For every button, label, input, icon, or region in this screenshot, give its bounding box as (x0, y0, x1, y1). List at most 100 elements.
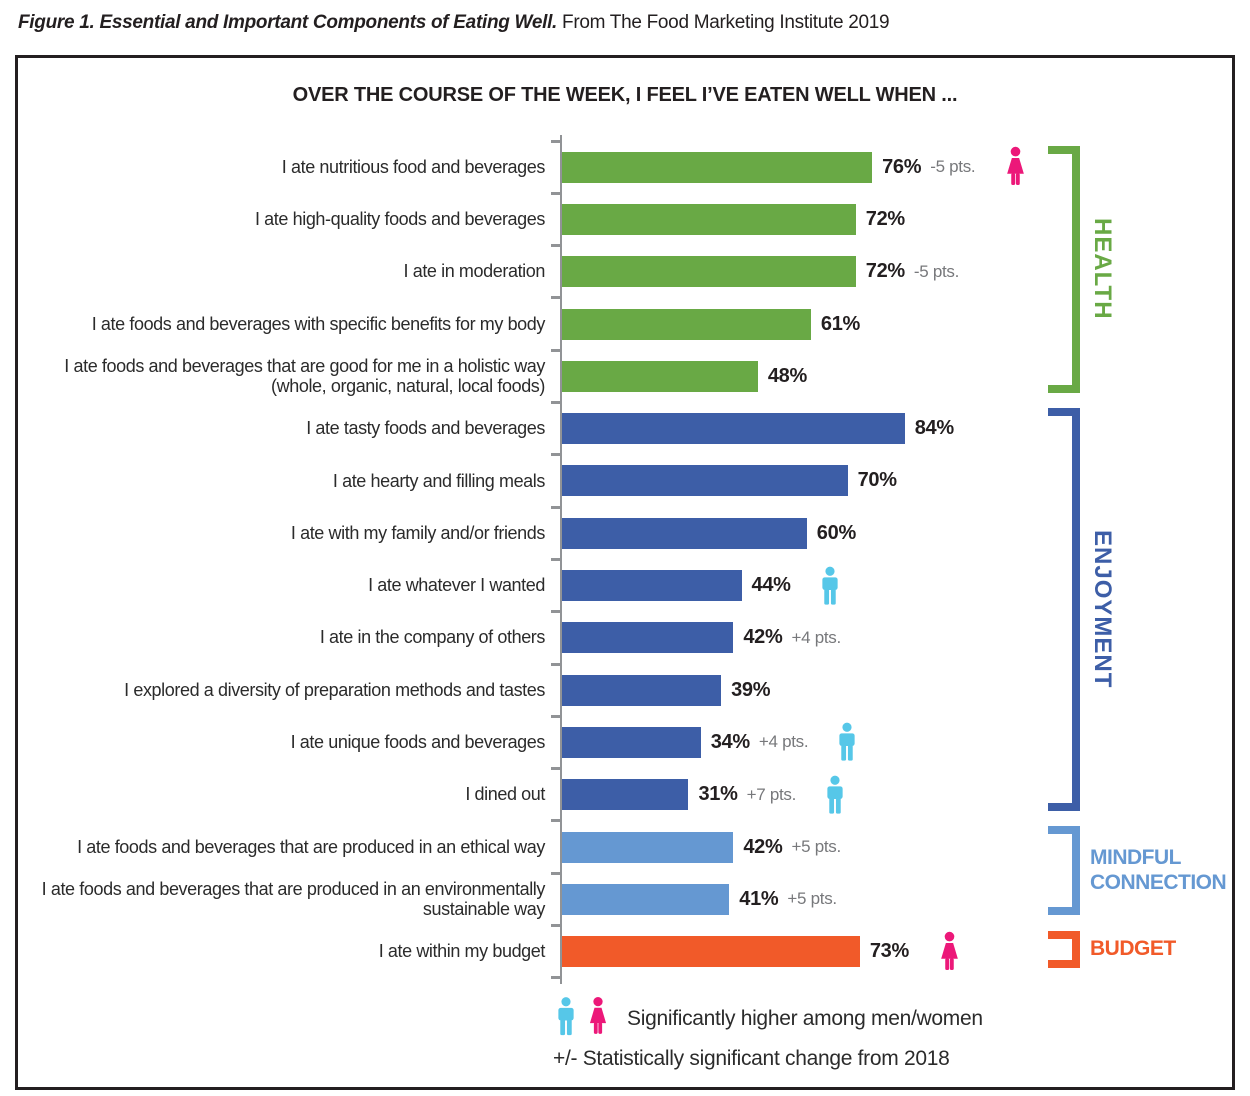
male-icon (839, 723, 855, 762)
bar (562, 570, 742, 602)
bar (562, 413, 905, 445)
figure-caption-title: Figure 1. Essential and Important Compon… (18, 12, 558, 33)
bar-label: I ate in the company of others (319, 627, 546, 648)
plot-area: I ate nutritious food and beverages 76% -5… (18, 58, 1232, 1087)
group-label-budget: BUDGET (1090, 936, 1176, 960)
bar-label: I ate high-quality foods and beverages (254, 209, 545, 230)
bar-row: I ate high-quality foods and beverages 72… (18, 193, 1232, 245)
bar-row: I ate foods and beverages that are good … (18, 350, 1232, 402)
group-label-enjoyment: ENJOYMENT (1089, 530, 1116, 689)
bar-value: 42% (743, 835, 783, 858)
legend-gender-text: Significantly higher among men/women (627, 1007, 983, 1030)
male-icon (827, 775, 843, 814)
change-label: +5 pts. (787, 889, 837, 909)
bar-label: I ate hearty and filling meals (332, 470, 546, 491)
change-label: -5 pts. (913, 261, 960, 281)
change-label: -5 pts. (930, 157, 976, 177)
axis-tick (551, 871, 562, 875)
figure-caption-source: From The Food Marketing Institute 2019 (557, 12, 890, 33)
bar-label: I ate with my family and/or friends (290, 522, 546, 543)
bar (562, 151, 873, 183)
female-icon (941, 931, 958, 970)
axis-tick (551, 139, 562, 143)
bar-value: 42% (743, 626, 783, 649)
bar-value: 31% (698, 783, 738, 806)
bar-value: 84% (914, 417, 954, 440)
male-icon (558, 997, 574, 1036)
bar-value: 48% (767, 364, 807, 387)
bar-value: 61% (820, 312, 861, 335)
bar (562, 883, 730, 915)
bar (562, 517, 807, 549)
legend: Significantly higher among men/women +/-… (553, 996, 983, 1071)
bar (562, 465, 848, 497)
bar-label: I ate foods and beverages that are good … (64, 355, 545, 397)
group-bracket-enjoyment (1048, 407, 1080, 811)
bar (562, 622, 734, 654)
axis-tick (551, 662, 562, 666)
axis-tick (551, 244, 562, 248)
bar-row: I ate hearty and filling meals 70% (18, 455, 1232, 507)
bar (562, 256, 856, 288)
change-label: +7 pts. (746, 784, 797, 804)
bar (562, 831, 734, 863)
bar-label: I ate foods and beverages that are produ… (77, 836, 545, 857)
bar-value: 39% (731, 678, 771, 701)
female-icon (1007, 146, 1025, 186)
axis-tick (551, 819, 562, 823)
axis-tick (551, 401, 562, 404)
bar-label: I ate within my budget (378, 941, 546, 962)
bar (562, 360, 758, 392)
axis-tick (551, 610, 562, 614)
male-icon (822, 566, 838, 605)
group-label-health: HEALTH (1089, 218, 1116, 321)
chart-container: OVER THE COURSE OF THE WEEK, I FEEL I’VE… (15, 55, 1235, 1090)
bar-row: I ate in the company of others 42% +4 pts. (18, 612, 1232, 664)
female-icon (589, 996, 607, 1034)
axis-tick (551, 924, 562, 927)
bar-row: I ate foods and beverages with specific … (18, 298, 1232, 350)
bar (562, 308, 811, 340)
bar-row: I ate whatever I wanted 44% (18, 559, 1232, 611)
change-label: +4 pts. (758, 732, 809, 752)
bar-label: I ate tasty foods and beverages (306, 418, 545, 439)
group-label-mindful: MINDFUL CONNECTION (1090, 845, 1227, 894)
bar (562, 936, 860, 968)
bar-label: I ate foods and beverages that are produ… (41, 878, 546, 920)
bar-row: I ate in moderation 72% -5 pts. (18, 246, 1232, 298)
bar-row: I ate with my family and/or friends 60% (18, 507, 1232, 559)
bar-label: I dined out (465, 784, 545, 805)
bar-label: I ate in moderation (403, 261, 546, 282)
bar-row: I ate nutritious food and beverages 76% -5… (18, 141, 1232, 193)
bar (562, 203, 856, 235)
bar-label: I explored a diversity of preparation me… (124, 679, 545, 700)
axis-tick (551, 714, 562, 718)
axis-tick (551, 505, 562, 509)
change-label: +5 pts. (791, 837, 842, 857)
legend-gender-row: Significantly higher among men/women (553, 996, 983, 1042)
bar-label: I ate whatever I wanted (368, 575, 545, 596)
axis-tick (551, 348, 562, 352)
axis-tick (551, 453, 562, 457)
axis-tick (551, 557, 562, 561)
bar-row: I dined out 31% +7 pts. (18, 769, 1232, 821)
group-bracket-health (1048, 146, 1080, 393)
bar-value: 34% (710, 730, 750, 753)
bar-value: 72% (865, 260, 905, 283)
axis-tick (551, 976, 562, 980)
bar-value: 60% (816, 521, 856, 544)
bar (562, 726, 701, 758)
legend-change-text: +/- Statistically significant change fro… (553, 1047, 950, 1070)
bar-label: I ate foods and beverages with specific … (91, 313, 546, 334)
change-label: +4 pts. (791, 627, 842, 647)
figure-caption: Figure 1. Essential and Important Compon… (18, 12, 890, 34)
bar-value: 73% (869, 940, 909, 963)
bar-value: 41% (739, 887, 779, 910)
chart-title: OVER THE COURSE OF THE WEEK, I FEEL I’VE… (292, 84, 958, 106)
bar-label: I ate nutritious food and beverages (281, 156, 546, 177)
axis-tick (551, 191, 562, 195)
group-bracket-budget (1048, 930, 1080, 968)
bar-row: I ate within my budget 73% (18, 926, 1232, 978)
bar-value: 44% (751, 574, 791, 597)
